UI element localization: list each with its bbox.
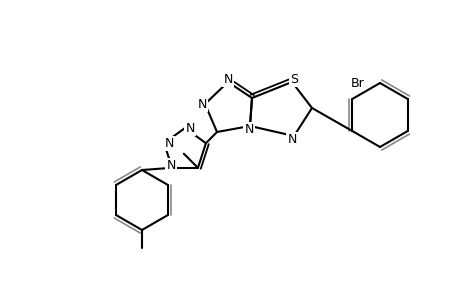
Text: N: N bbox=[185, 122, 194, 134]
Text: N: N bbox=[244, 122, 253, 136]
Text: N: N bbox=[164, 137, 174, 150]
Text: Br: Br bbox=[350, 76, 364, 89]
Text: N: N bbox=[197, 98, 206, 110]
Text: N: N bbox=[166, 159, 175, 172]
Text: S: S bbox=[289, 73, 297, 85]
Text: N: N bbox=[287, 133, 296, 146]
Text: N: N bbox=[223, 73, 232, 85]
